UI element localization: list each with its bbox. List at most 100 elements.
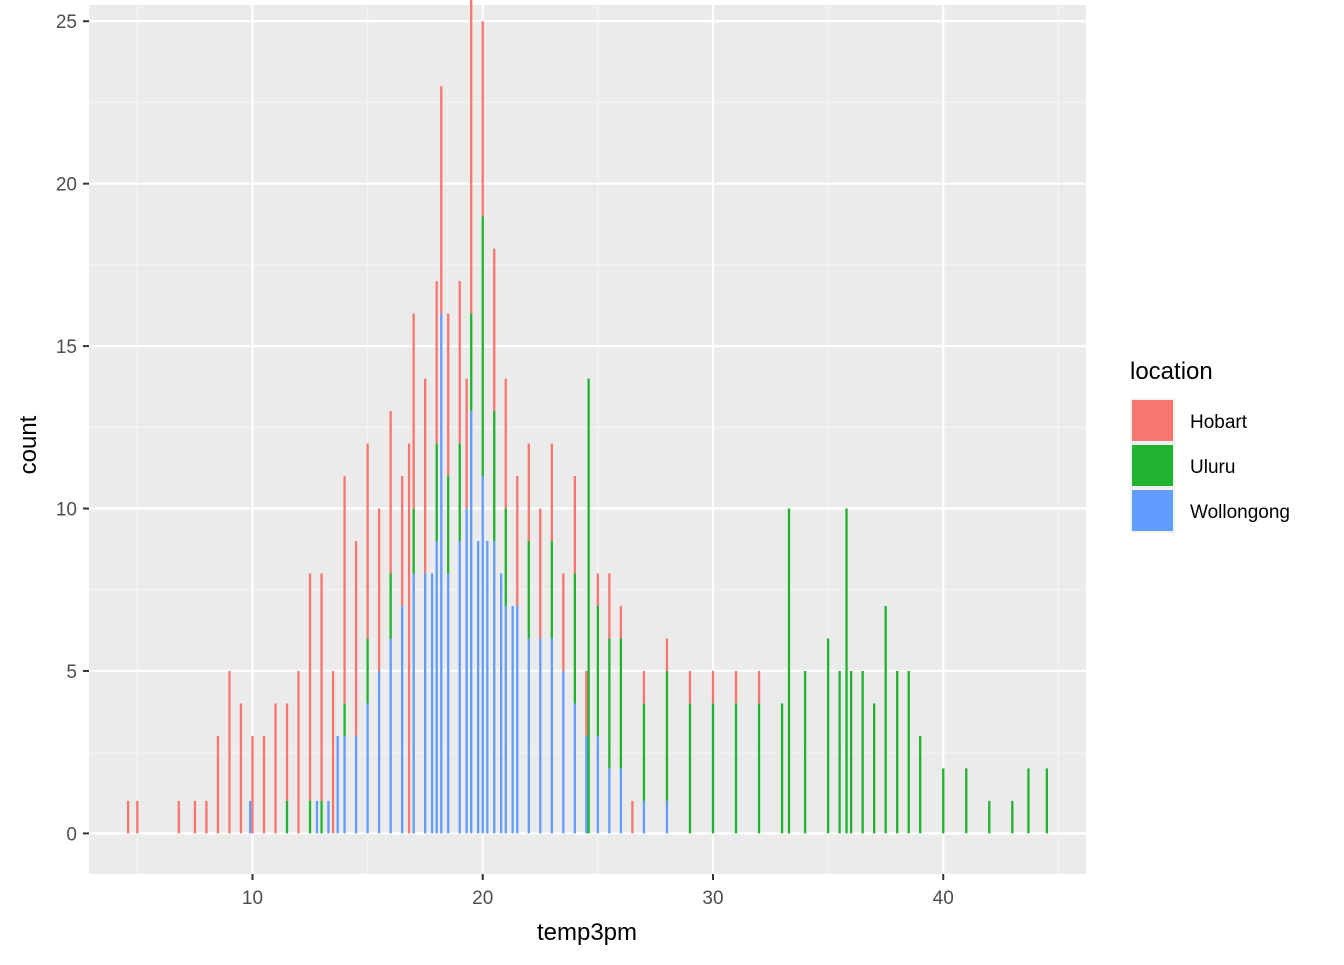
bar-hobart: [262, 735, 266, 834]
legend-title: location: [1130, 358, 1213, 385]
bar-wollongong: [447, 573, 450, 834]
legend-label-wollongong: Wollongong: [1190, 502, 1290, 523]
bar-wollongong: [465, 508, 468, 834]
bar-wollongong: [619, 768, 623, 834]
bar-hobart: [274, 703, 277, 834]
bar-uluru: [470, 313, 473, 412]
bar-hobart: [470, 0, 473, 314]
bar-uluru: [596, 605, 600, 736]
bar-uluru: [665, 670, 669, 801]
axes: 10 20 30 40 0 5 10 15 20 25: [56, 12, 954, 909]
bar-uluru: [884, 605, 887, 834]
bar-hobart: [136, 800, 139, 834]
bar-hobart: [734, 670, 738, 704]
x-tick-label: 10: [242, 888, 263, 909]
bar-uluru: [734, 703, 738, 834]
bar-wollongong: [366, 703, 369, 834]
bar-uluru: [458, 443, 461, 542]
bar-hobart: [608, 573, 611, 639]
legend-items: Hobart Uluru Wollongong: [1130, 398, 1290, 533]
bar-wollongong: [585, 735, 588, 834]
bar-hobart: [297, 670, 300, 834]
bar-hobart: [366, 443, 369, 639]
bar-wollongong: [608, 768, 611, 834]
bar-hobart: [354, 541, 358, 736]
bar-hobart: [407, 443, 411, 834]
bar-wollongong: [665, 800, 669, 834]
bar-wollongong: [527, 638, 530, 834]
bar-wollongong: [458, 541, 461, 834]
bar-wollongong: [343, 735, 346, 834]
bar-wollongong: [562, 670, 565, 834]
legend: location Hobart Uluru Wollongong: [1130, 358, 1290, 533]
bar-uluru: [965, 768, 968, 834]
y-tick-label: 25: [56, 12, 77, 33]
bar-uluru: [1045, 768, 1049, 834]
bar-wollongong: [596, 735, 600, 834]
bar-wollongong: [476, 541, 480, 834]
bar-uluru: [907, 670, 910, 834]
bar-wollongong: [573, 703, 576, 834]
bar-wollongong: [377, 670, 381, 834]
x-tick-label: 40: [933, 888, 954, 909]
bar-wollongong: [539, 638, 542, 834]
bar-uluru: [826, 638, 830, 834]
bar-uluru: [711, 703, 715, 834]
bar-hobart: [177, 800, 180, 834]
bar-uluru: [780, 703, 784, 834]
bar-hobart: [320, 573, 323, 801]
bar-wollongong: [440, 313, 443, 834]
bar-wollongong: [470, 411, 473, 834]
y-tick-label: 10: [56, 500, 77, 521]
bar-wollongong: [435, 541, 438, 834]
bar-hobart: [435, 281, 438, 444]
bar-uluru: [838, 670, 841, 834]
bar-uluru: [803, 670, 807, 834]
bar-hobart: [573, 476, 576, 574]
bar-uluru: [896, 670, 899, 834]
bar-wollongong: [481, 476, 484, 834]
bar-uluru: [642, 703, 646, 801]
bar-uluru: [919, 735, 922, 834]
bar-hobart: [447, 313, 450, 477]
bar-uluru: [619, 638, 623, 769]
bar-wollongong: [486, 541, 489, 834]
bar-wollongong: [511, 605, 514, 834]
bar-uluru: [550, 541, 553, 639]
bar-wollongong: [389, 638, 392, 834]
bar-hobart: [193, 800, 197, 834]
bar-hobart: [688, 670, 692, 704]
bar-uluru: [412, 508, 415, 574]
bar-hobart: [412, 313, 415, 509]
bar-hobart: [757, 670, 761, 704]
bar-wollongong: [249, 800, 252, 834]
legend-label-uluru: Uluru: [1190, 457, 1235, 478]
bar-uluru: [942, 768, 945, 834]
legend-swatch-uluru: [1132, 445, 1173, 486]
bar-uluru: [587, 378, 590, 834]
bar-uluru: [845, 508, 848, 834]
legend-swatch-wollongong: [1132, 490, 1173, 531]
bar-wollongong: [516, 605, 519, 834]
bar-uluru: [308, 800, 312, 834]
bar-hobart: [642, 670, 646, 704]
bar-hobart: [331, 670, 335, 834]
bar-hobart: [539, 508, 542, 639]
bar-wollongong: [336, 735, 339, 834]
bar-hobart: [285, 703, 289, 801]
bar-hobart: [239, 703, 243, 834]
bar-uluru: [1011, 800, 1014, 834]
bar-wollongong: [504, 605, 507, 834]
bar-wollongong: [493, 541, 496, 834]
bar-wollongong: [424, 573, 427, 834]
bar-uluru: [688, 703, 692, 834]
x-tick-label: 30: [702, 888, 723, 909]
bar-uluru: [493, 411, 496, 542]
legend-swatch-hobart: [1132, 400, 1173, 441]
x-axis-title: temp3pm: [537, 919, 637, 946]
y-tick-label: 0: [66, 824, 77, 845]
bar-uluru: [481, 216, 484, 477]
bar-wollongong: [412, 573, 415, 834]
y-tick-label: 15: [56, 337, 77, 358]
bar-uluru: [608, 638, 611, 769]
